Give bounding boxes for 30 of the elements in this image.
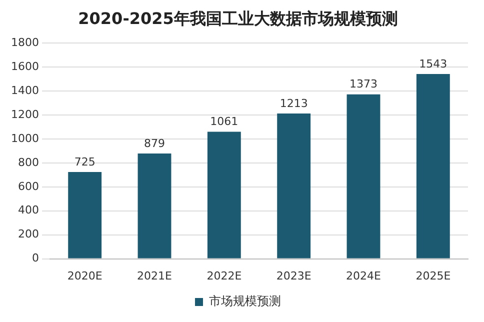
data-label: 1373	[350, 78, 378, 91]
y-tick-label: 600	[18, 180, 39, 193]
data-label: 1213	[280, 96, 308, 110]
bar	[138, 154, 172, 258]
y-tick-label: 1800	[10, 36, 39, 50]
data-label: 879	[144, 136, 165, 150]
x-tick-label: 2022E	[206, 269, 242, 282]
x-tick-label: 2025E	[416, 269, 451, 282]
y-tick-label: 0	[32, 252, 39, 265]
y-tick-label: 1400	[10, 84, 39, 97]
y-tick-label: 800	[18, 156, 39, 169]
data-label: 1543	[419, 57, 448, 70]
bar	[277, 114, 311, 258]
chart-title: 2020-2025年我国工业大数据市场规模预测	[78, 8, 398, 28]
y-tick-label: 1200	[10, 108, 39, 121]
y-tick-label: 200	[18, 228, 39, 241]
x-tick-label: 2021E	[137, 269, 172, 282]
bar	[346, 94, 380, 258]
bar	[68, 172, 102, 258]
data-label: 725	[74, 155, 96, 168]
y-tick-label: 1600	[10, 60, 39, 74]
bar	[416, 74, 450, 258]
x-tick-label: 2024E	[346, 269, 382, 282]
legend-label: 市场规模预测	[209, 294, 281, 308]
bar	[207, 132, 241, 258]
y-tick-label: 1000	[10, 132, 39, 145]
y-tick-label: 400	[18, 204, 39, 217]
data-label: 1061	[210, 115, 238, 128]
x-tick-label: 2023E	[276, 269, 312, 282]
x-tick-label: 2020E	[67, 269, 102, 282]
